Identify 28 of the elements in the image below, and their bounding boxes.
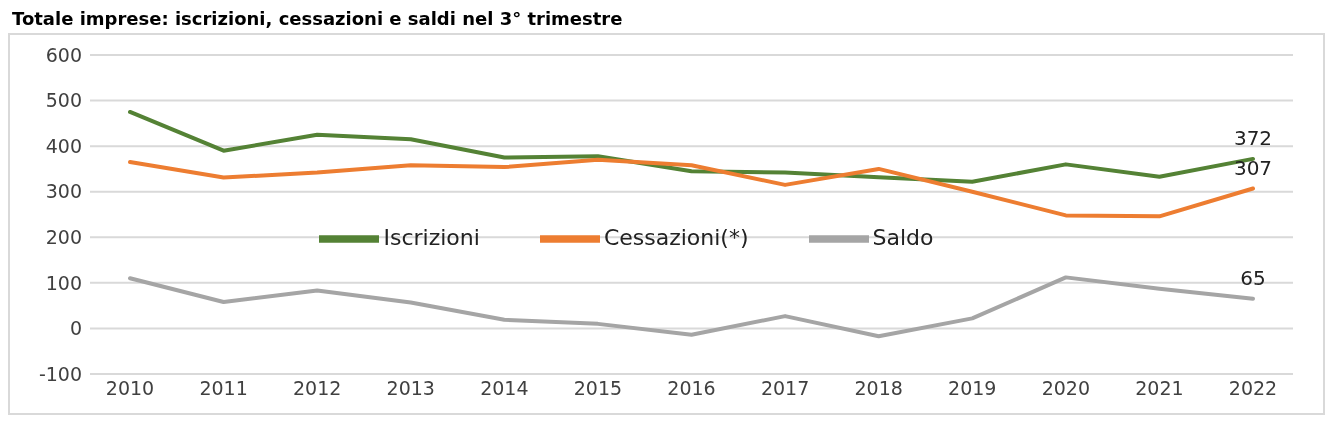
y-tick-label: 600 <box>45 43 82 66</box>
chart-title: Totale imprese: iscrizioni, cessazioni e saldi nel 3° trimestre <box>12 8 624 29</box>
y-tick-label: 500 <box>45 89 82 112</box>
y-tick-label: 400 <box>45 134 82 157</box>
x-tick-label: 2013 <box>386 377 435 400</box>
x-tick-label: 2017 <box>760 377 810 400</box>
x-tick-label: 2021 <box>1135 377 1184 400</box>
data-label: 372 <box>1233 125 1273 150</box>
x-tick-label: 2019 <box>948 377 997 400</box>
data-label: 65 <box>1240 265 1266 290</box>
y-tick-label: -100 <box>38 362 82 385</box>
y-tick-label: 0 <box>69 317 82 340</box>
x-tick-label: 2015 <box>573 377 623 400</box>
x-tick-label: 2012 <box>292 377 342 400</box>
legend-label: Iscrizioni <box>383 225 480 250</box>
y-tick-label: 300 <box>45 180 82 203</box>
x-tick-label: 2018 <box>854 377 903 400</box>
x-tick-label: 2020 <box>1041 377 1091 400</box>
x-tick-label: 2011 <box>199 377 248 400</box>
x-tick-label: 2022 <box>1228 377 1278 400</box>
y-tick-label: 200 <box>45 226 82 249</box>
x-tick-label: 2010 <box>105 377 155 400</box>
data-label: 307 <box>1233 155 1273 180</box>
legend-label: Cessazioni(*) <box>603 225 749 250</box>
x-tick-label: 2016 <box>667 377 716 400</box>
y-tick-label: 100 <box>45 271 82 294</box>
x-tick-label: 2014 <box>480 377 529 400</box>
legend-label: Saldo <box>872 225 934 250</box>
